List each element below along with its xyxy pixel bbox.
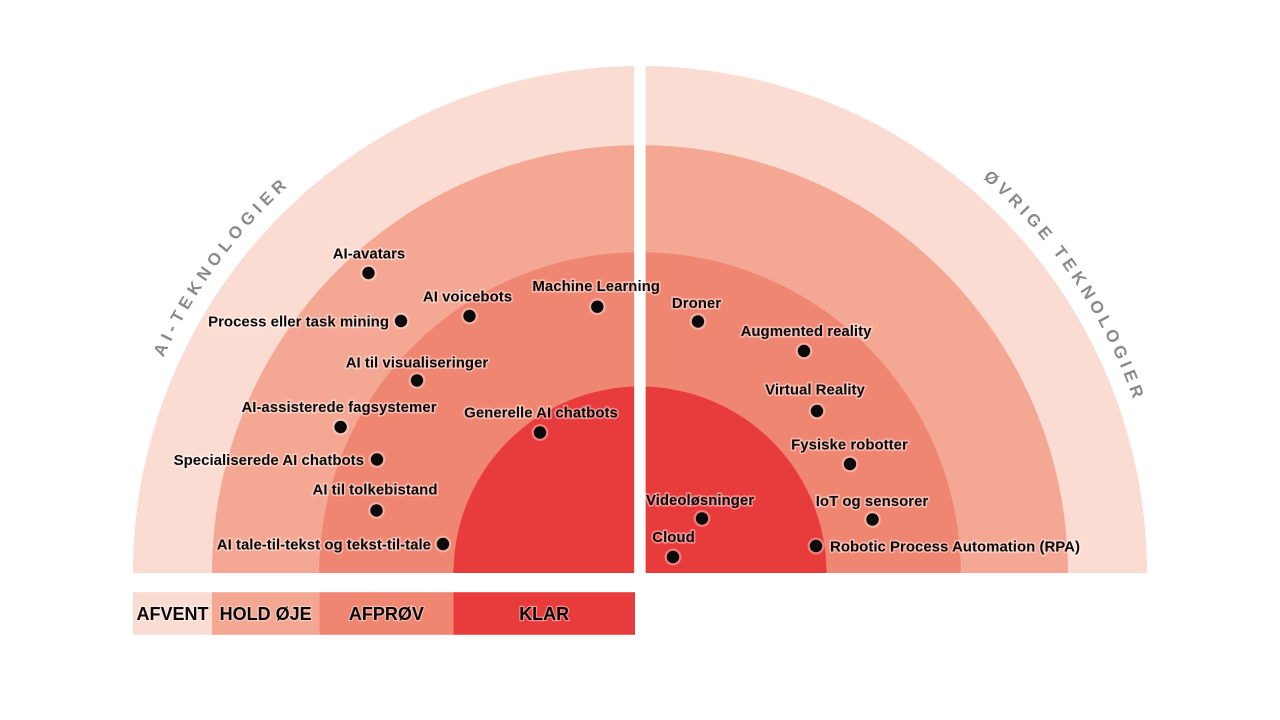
svg-text:IoT og sensorer: IoT og sensorer [816, 493, 929, 510]
svg-text:HOLD ØJE: HOLD ØJE [220, 604, 312, 624]
svg-text:Cloud: Cloud [652, 529, 695, 546]
svg-text:AFPRØV: AFPRØV [349, 604, 424, 624]
svg-text:Process eller task mining: Process eller task mining [208, 313, 389, 330]
svg-text:AI voicebots: AI voicebots [423, 288, 512, 305]
svg-text:Robotic Process Automation (RP: Robotic Process Automation (RPA) [830, 538, 1080, 555]
svg-text:Droner: Droner [672, 295, 721, 312]
svg-text:KLAR: KLAR [519, 604, 569, 624]
svg-text:AFVENT: AFVENT [137, 604, 209, 624]
svg-text:Virtual Reality: Virtual Reality [765, 381, 865, 398]
svg-text:AI tale-til-tekst og tekst-til: AI tale-til-tekst og tekst-til-tale [217, 536, 431, 553]
svg-text:Fysiske robotter: Fysiske robotter [791, 436, 908, 453]
svg-text:Generelle AI chatbots: Generelle AI chatbots [464, 404, 618, 421]
svg-text:AI til tolkebistand: AI til tolkebistand [312, 481, 437, 498]
svg-text:Augmented reality: Augmented reality [741, 323, 873, 340]
svg-text:Videoløsninger: Videoløsninger [646, 492, 754, 509]
svg-text:AI til visualiseringer: AI til visualiseringer [346, 354, 489, 371]
svg-text:AI-avatars: AI-avatars [333, 245, 406, 262]
svg-text:Machine Learning: Machine Learning [532, 278, 660, 295]
svg-text:Specialiserede AI chatbots: Specialiserede AI chatbots [174, 452, 364, 469]
svg-text:AI-assisterede fagsystemer: AI-assisterede fagsystemer [241, 399, 436, 416]
